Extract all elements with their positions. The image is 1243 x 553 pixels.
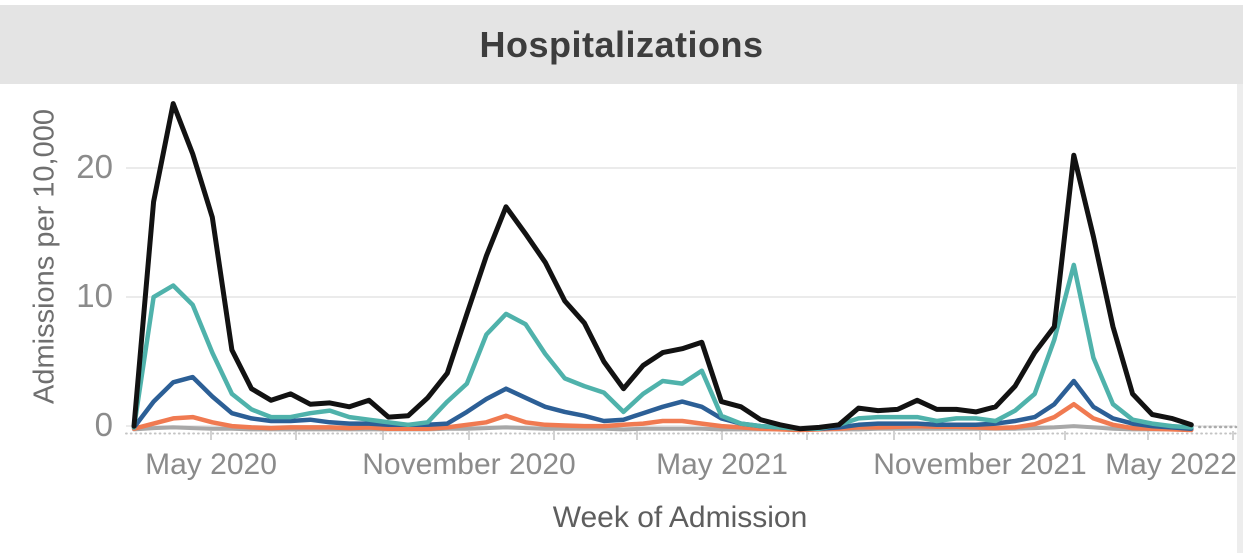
chart-title: Hospitalizations	[479, 23, 764, 65]
series-line-orange	[131, 401, 1194, 433]
series-line-teal	[131, 262, 1194, 431]
x-tick-label-4: May 2022	[1105, 448, 1237, 481]
series-line-black	[131, 101, 1194, 432]
y-tick-label-10: 10	[76, 277, 113, 314]
y-axis-title: Admissions per 10,000	[28, 109, 61, 404]
x-axis-title: Week of Admission	[552, 501, 808, 534]
y-tick-label-0: 0	[94, 406, 113, 443]
x-tick-label-2: May 2021	[656, 448, 788, 481]
x-tick-label-1: November 2020	[362, 448, 576, 481]
right-edge-strip	[1237, 84, 1243, 553]
y-tick-label-20: 20	[76, 148, 113, 185]
x-tick-label-3: November 2021	[873, 448, 1087, 481]
chart-header-band: Hospitalizations	[0, 5, 1243, 84]
series-line-blue	[131, 374, 1194, 431]
x-tick-label-0: May 2020	[145, 448, 277, 481]
